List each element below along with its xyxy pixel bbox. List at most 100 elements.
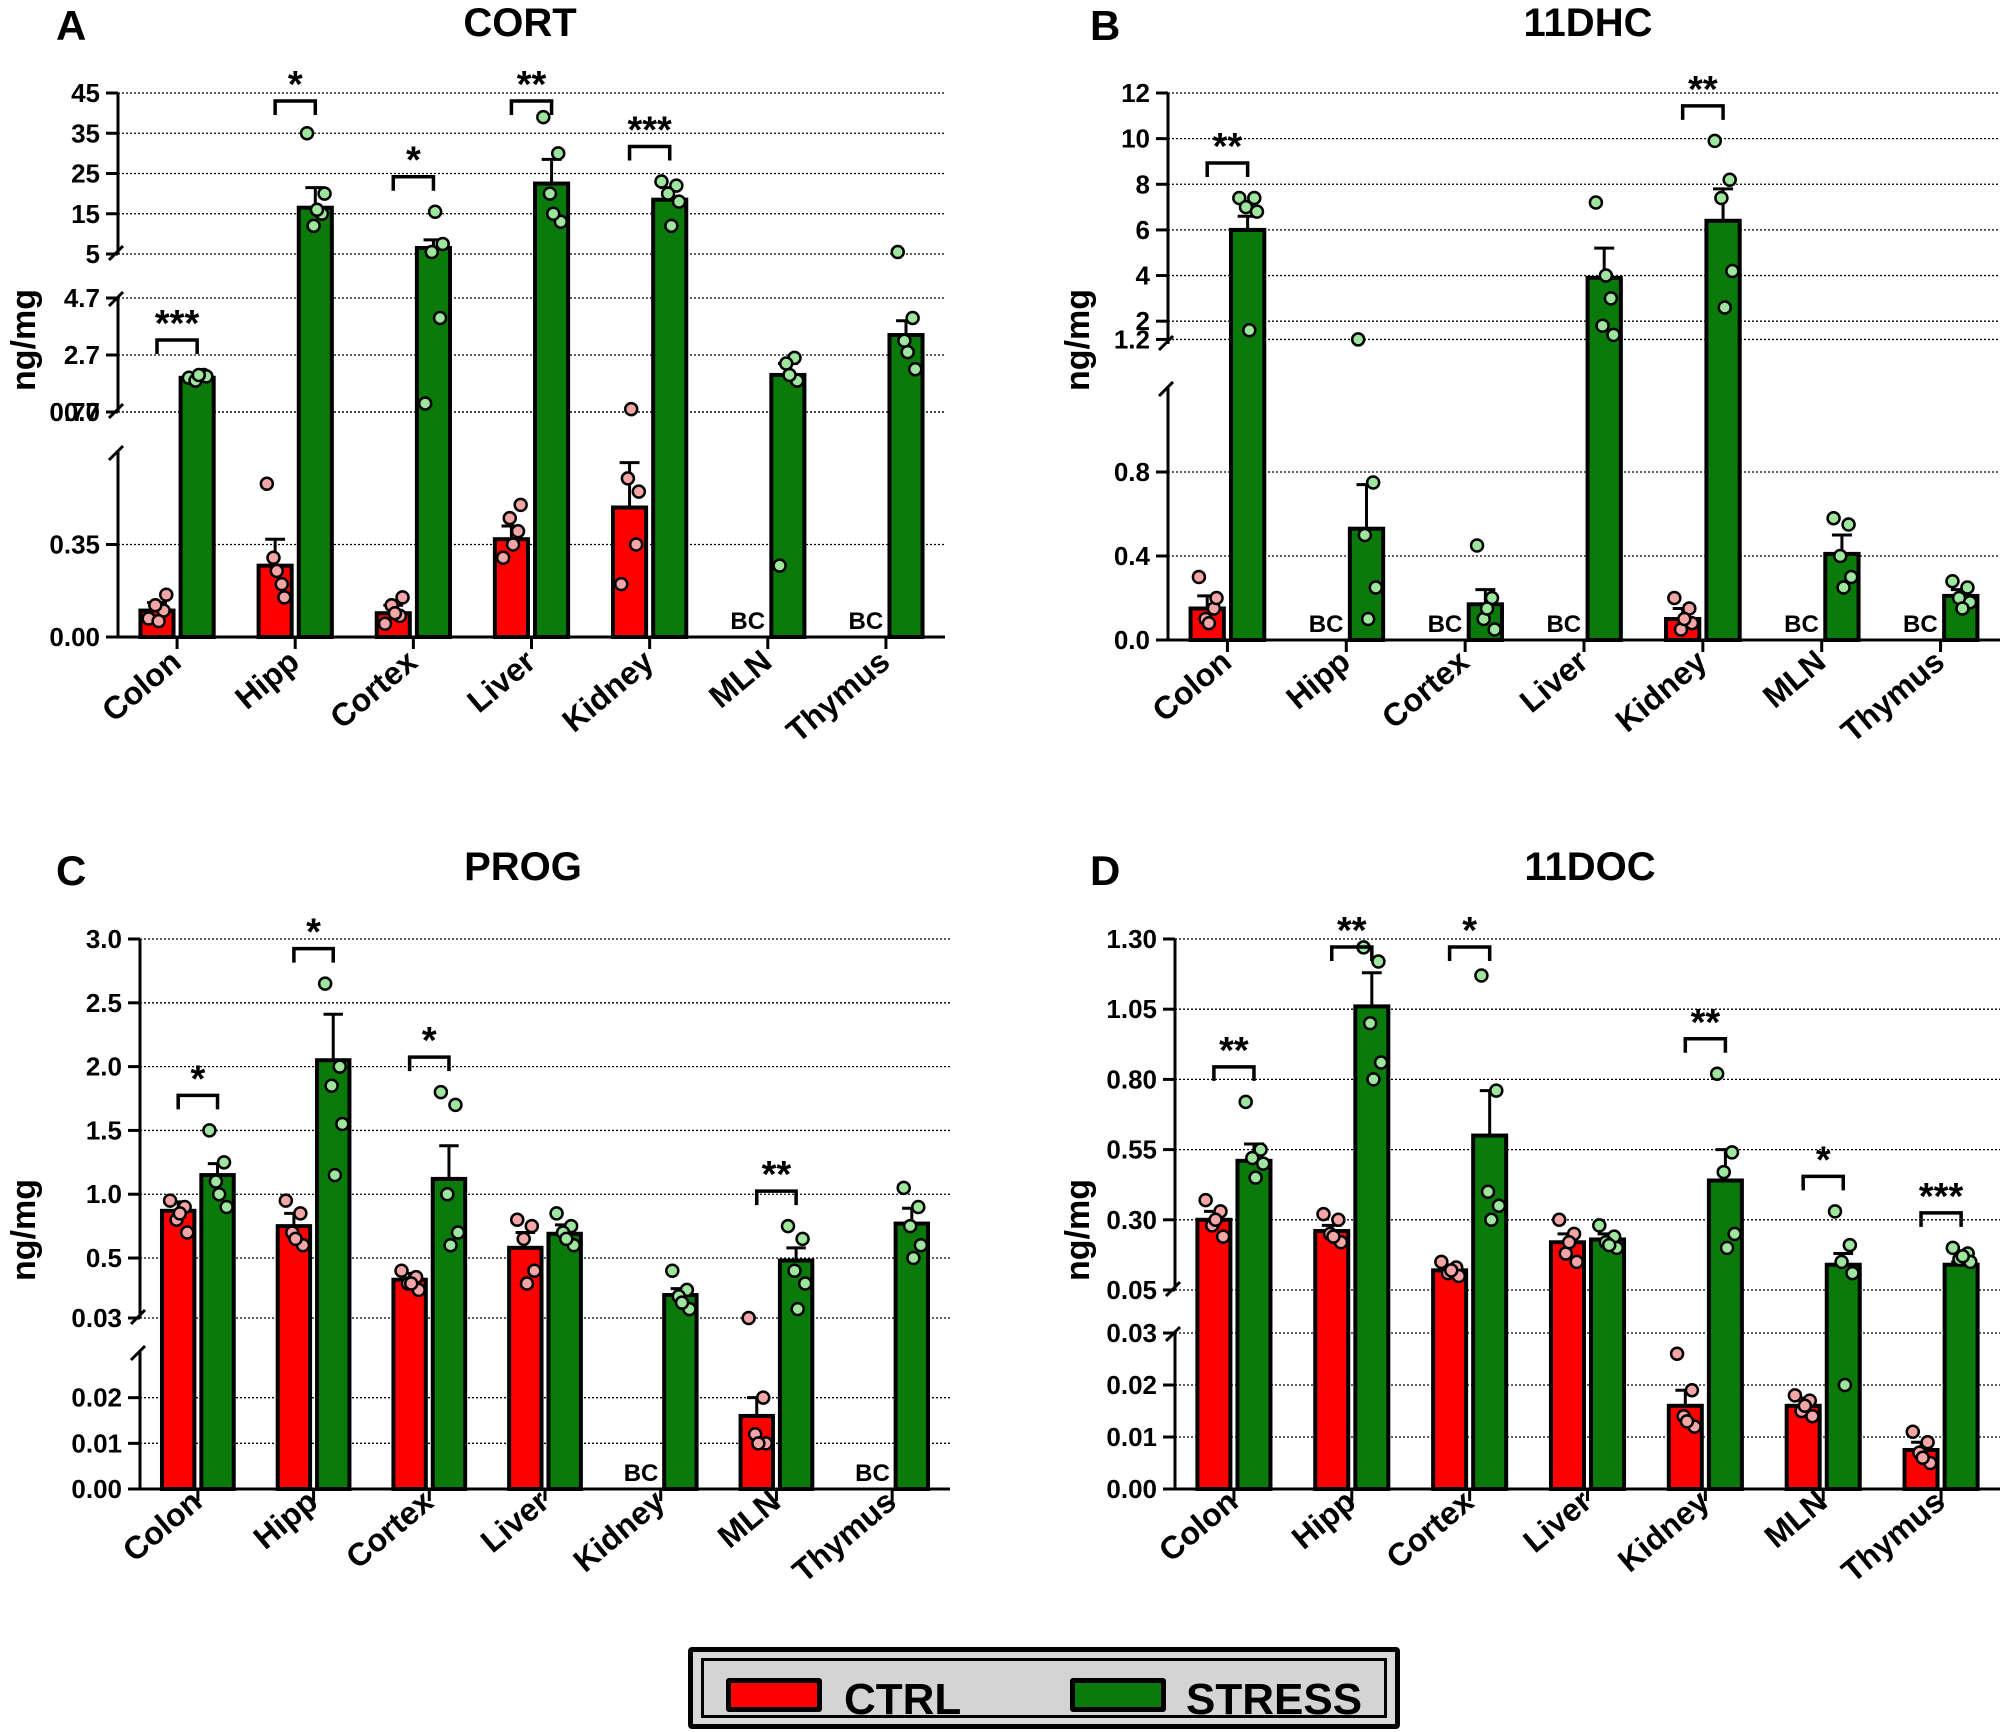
x-category-label: Thymus	[786, 1483, 903, 1589]
x-category-label: Liver	[1513, 643, 1595, 720]
below-detection-label: BC	[624, 1460, 659, 1487]
data-point-stress	[1707, 133, 1722, 149]
data-point-stress	[896, 1180, 911, 1196]
data-point-stress	[219, 1199, 234, 1215]
y-tick-label: 1.5	[86, 1115, 122, 1145]
bar-ctrl	[738, 1413, 775, 1492]
data-point-stress	[1491, 1198, 1507, 1214]
axis-break-mark	[1164, 1280, 1182, 1298]
axis-break-mark	[107, 402, 125, 420]
bar-stress	[533, 181, 571, 639]
data-point-ctrl	[1679, 1414, 1695, 1429]
x-category-label: Colon	[1145, 643, 1238, 729]
data-point-stress	[669, 178, 684, 193]
data-point-ctrl	[1444, 1263, 1459, 1278]
data-point-stress	[671, 194, 687, 209]
data-point-stress	[1360, 611, 1376, 627]
y-tick-label: 0.5	[86, 1243, 122, 1273]
bar-stress	[296, 205, 334, 639]
legend-ctrl-label: CTRL	[844, 1675, 962, 1724]
data-point-ctrl	[1805, 1408, 1820, 1424]
data-point-ctrl	[266, 550, 281, 565]
x-category-label: Thymus	[1834, 643, 1951, 749]
x-category-label: Liver	[474, 1483, 556, 1560]
bar-ctrl	[1431, 1268, 1469, 1491]
data-point-stress	[906, 1250, 921, 1266]
significance-label: *	[288, 64, 303, 106]
data-point-stress	[1945, 573, 1960, 589]
data-point-ctrl	[1561, 1235, 1577, 1250]
data-point-stress	[795, 1231, 810, 1247]
x-category-label: MLN	[1756, 643, 1832, 715]
data-point-stress	[890, 244, 905, 260]
data-point-ctrl	[1915, 1450, 1930, 1466]
data-point-stress	[1722, 172, 1737, 187]
data-point-ctrl	[1667, 590, 1682, 606]
data-point-ctrl	[151, 613, 166, 629]
bar-stress	[1706, 1178, 1744, 1492]
data-point-stress	[1836, 580, 1851, 595]
data-point-ctrl	[1920, 1434, 1935, 1450]
significance-bracket	[407, 1055, 451, 1072]
data-point-ctrl	[1905, 1424, 1921, 1440]
x-category-label: Colon	[116, 1483, 209, 1569]
data-point-stress	[424, 244, 440, 260]
y-tick-label: 0.0	[1114, 625, 1150, 655]
data-point-stress	[1827, 1204, 1843, 1219]
y-tick-label: 0.30	[1106, 1205, 1157, 1235]
significance-bracket	[155, 338, 199, 354]
data-point-ctrl	[1434, 1254, 1449, 1270]
data-point-stress	[448, 1097, 463, 1113]
significance-label: *	[422, 1020, 437, 1062]
significance-label: *	[1816, 1139, 1831, 1181]
data-point-stress	[1834, 1254, 1849, 1270]
data-point-stress	[317, 186, 332, 201]
data-point-stress	[202, 1123, 217, 1138]
data-point-ctrl	[527, 1263, 542, 1279]
data-point-stress	[1955, 1249, 1971, 1264]
axis-break-mark	[107, 290, 125, 308]
significance-bracket	[1205, 161, 1250, 177]
y-axis-label: ng/mg	[1059, 289, 1097, 391]
x-category-label: MLN	[702, 643, 778, 715]
data-point-stress	[664, 218, 679, 234]
data-point-ctrl	[278, 1193, 294, 1208]
data-point-stress	[1366, 1072, 1381, 1087]
data-point-stress	[1487, 622, 1502, 637]
data-point-stress	[654, 174, 669, 189]
data-point-stress	[433, 1084, 449, 1100]
y-tick-label: 1.0	[86, 1179, 122, 1209]
bar-ctrl	[1195, 1217, 1233, 1492]
data-point-stress	[1350, 332, 1366, 347]
data-point-stress	[1242, 323, 1257, 338]
x-category-label: Cortex	[323, 643, 424, 736]
data-point-stress	[1238, 1094, 1253, 1110]
significance-label: *	[306, 912, 321, 954]
bar-stress	[887, 333, 925, 639]
bar-ctrl	[391, 1277, 428, 1491]
y-tick-label: 2	[1136, 306, 1150, 336]
bar-stress	[1589, 1237, 1627, 1492]
y-tick-label: 0.70	[49, 397, 100, 427]
significance-bracket	[1330, 945, 1374, 961]
below-detection-label: BC	[1903, 611, 1938, 638]
significance-bracket	[176, 1093, 220, 1110]
data-point-stress	[902, 1218, 918, 1234]
data-point-ctrl	[1551, 1212, 1567, 1228]
significance-bracket	[509, 99, 554, 115]
axis-break-mark	[107, 244, 125, 262]
y-axis-label: ng/mg	[5, 289, 43, 391]
panel-title: 11DOC	[1524, 845, 1655, 889]
data-point-ctrl	[509, 1212, 525, 1227]
data-point-stress	[660, 186, 676, 201]
data-point-stress	[772, 558, 787, 573]
data-point-ctrl	[1677, 611, 1692, 627]
significance-label: ***	[1919, 1176, 1964, 1218]
data-point-stress	[1357, 527, 1373, 543]
data-point-stress	[1719, 1240, 1735, 1256]
significance-label: ***	[627, 110, 672, 152]
data-point-stress	[1592, 1218, 1607, 1233]
x-category-label: Liver	[1516, 1483, 1598, 1560]
x-category-label: Kidney	[1608, 643, 1713, 739]
